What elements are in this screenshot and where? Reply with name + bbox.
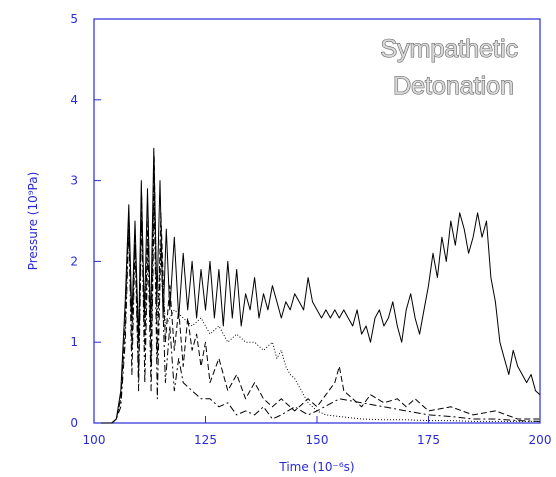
y-tick-label: 3 (70, 174, 78, 188)
series-line-dotted (94, 172, 540, 424)
y-tick-label: 0 (70, 416, 78, 430)
y-axis-label: Pressure (10⁹Pa) (26, 172, 40, 271)
series-line-dashed (94, 155, 540, 424)
x-axis-label: Time (10⁻⁶s) (278, 460, 354, 474)
x-tick-label: 150 (306, 433, 329, 447)
series-line-solid (94, 147, 541, 424)
series-layer (94, 147, 541, 424)
series-line-dash-dot (94, 196, 541, 424)
x-tick-label: 100 (83, 433, 106, 447)
y-tick-label: 1 (70, 335, 78, 349)
x-tick-label: 175 (417, 433, 440, 447)
ticks-layer: 100 125 150 175 200 0 1 2 3 4 5 (70, 12, 551, 447)
x-tick-label: 200 (529, 433, 552, 447)
y-tick-label: 4 (70, 93, 78, 107)
x-tick-label: 125 (194, 433, 217, 447)
annotation-line-2: Detonation (393, 72, 514, 100)
y-tick-label: 5 (70, 12, 78, 26)
annotation-line-1: Sympathetic (380, 35, 518, 63)
y-tick-label: 2 (70, 254, 78, 268)
